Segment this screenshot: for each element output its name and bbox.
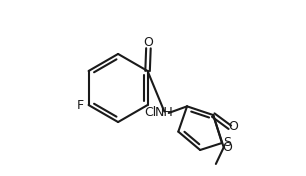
- Text: O: O: [229, 120, 239, 133]
- Text: O: O: [223, 141, 233, 154]
- Text: F: F: [76, 99, 84, 112]
- Text: NH: NH: [155, 106, 174, 119]
- Text: Cl: Cl: [144, 105, 156, 118]
- Text: S: S: [223, 136, 231, 149]
- Text: O: O: [144, 36, 153, 49]
